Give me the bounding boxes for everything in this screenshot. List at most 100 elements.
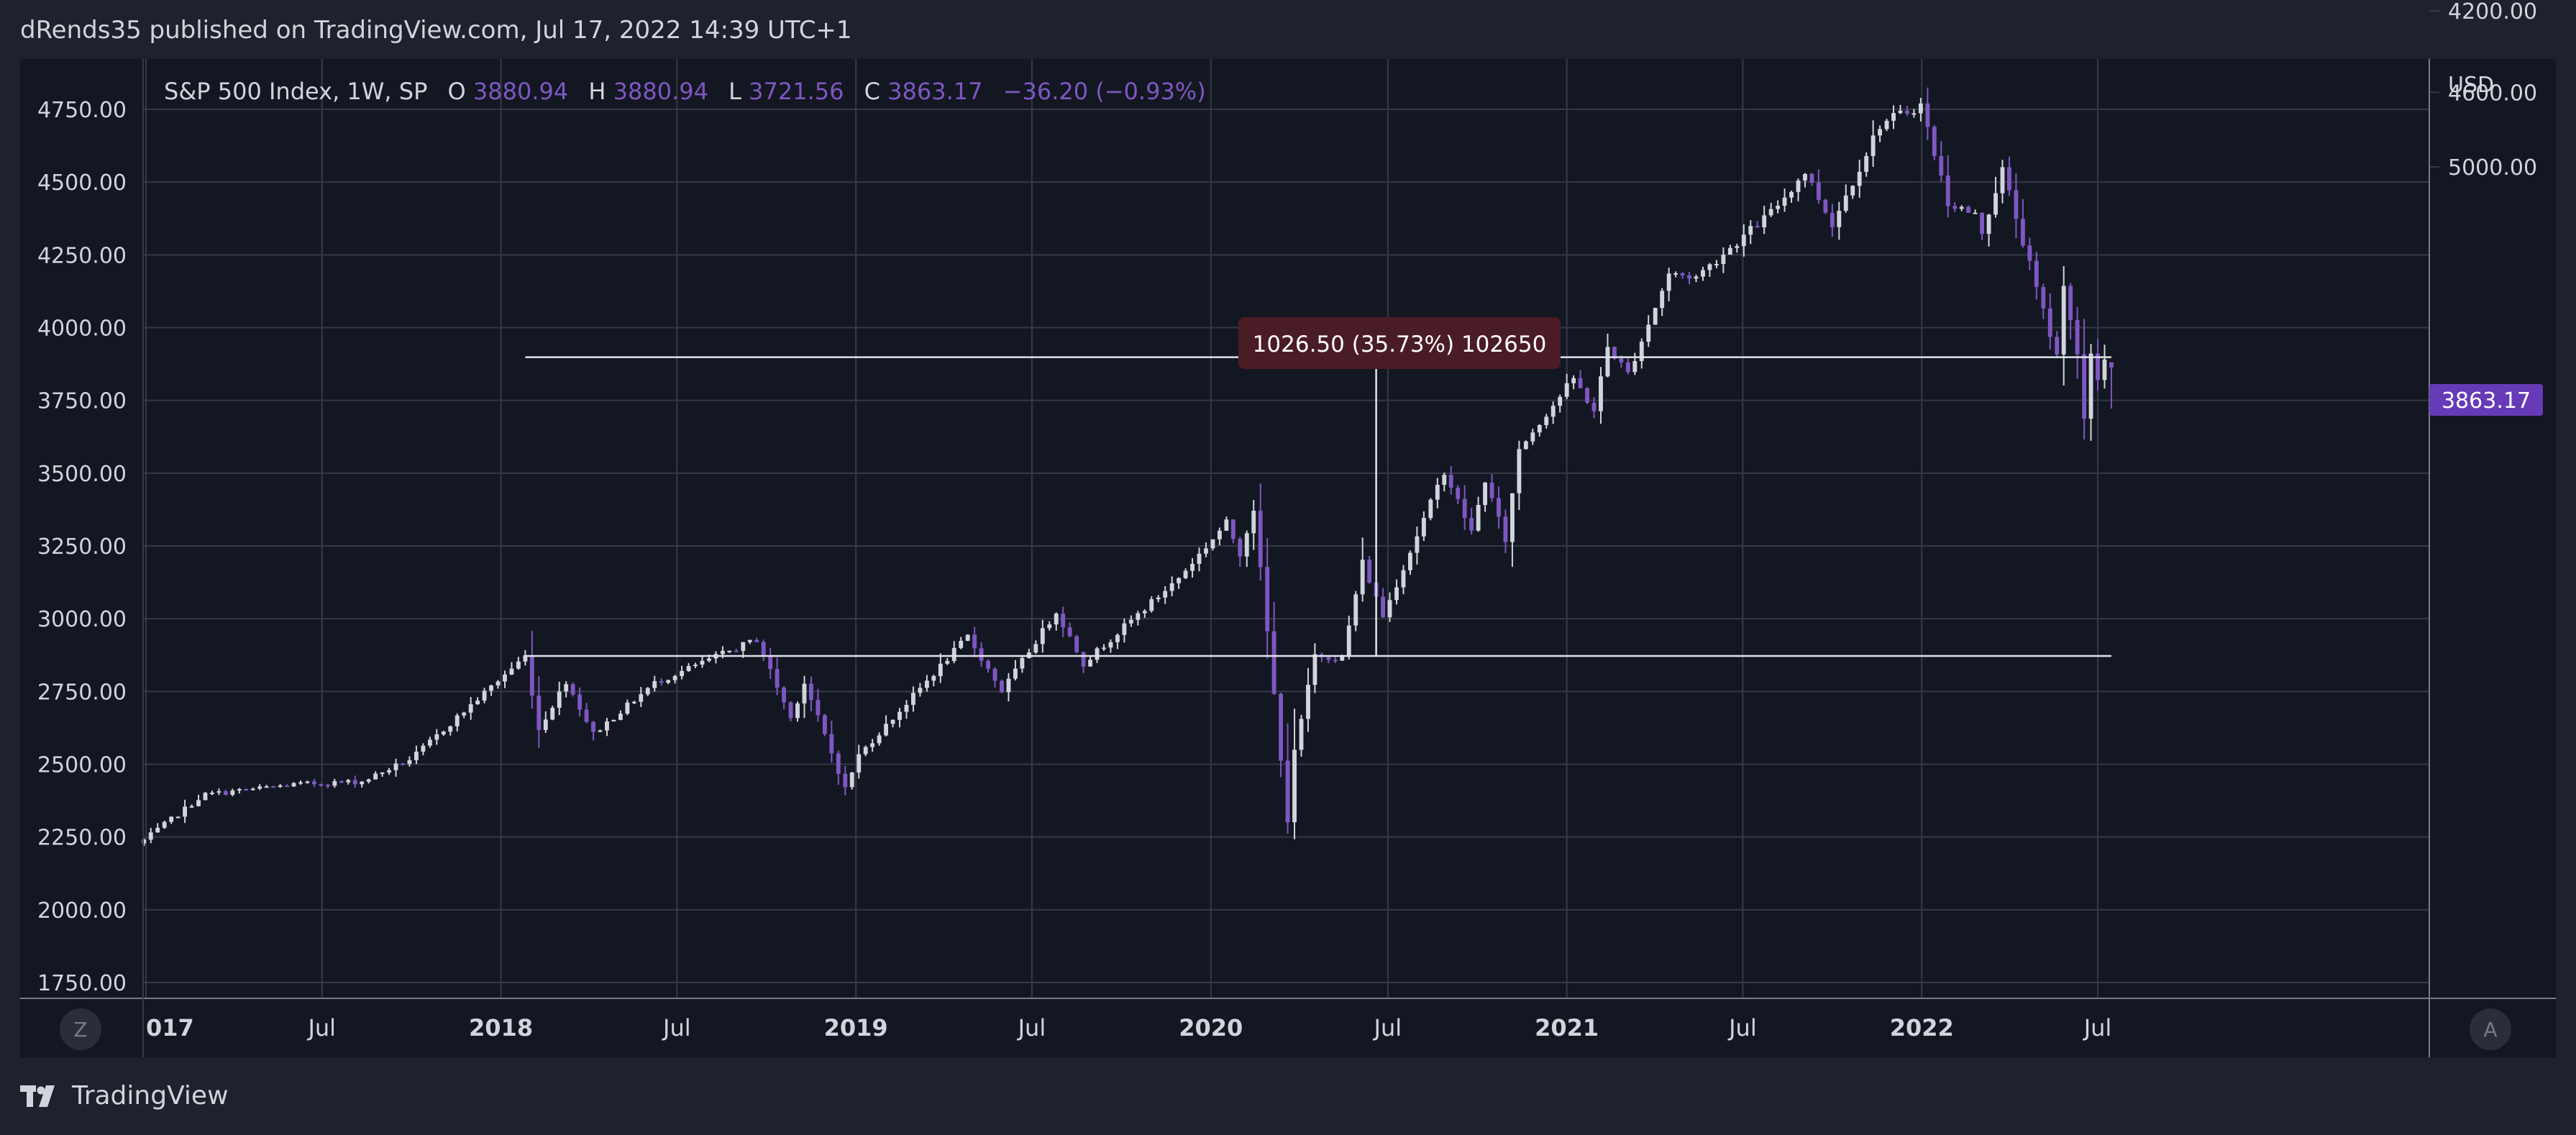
- candle-body: [1265, 567, 1270, 632]
- candle: [1694, 274, 1699, 283]
- candle: [1040, 619, 1045, 653]
- candle: [1244, 530, 1249, 568]
- candle: [2047, 293, 2052, 350]
- candle-body: [631, 701, 636, 703]
- candle: [884, 715, 889, 737]
- candle-body: [2027, 245, 2032, 261]
- candle-body: [1346, 625, 1351, 657]
- candle: [175, 816, 181, 819]
- candle-body: [1843, 195, 1848, 211]
- candle-body: [849, 772, 854, 788]
- candle-body: [489, 685, 493, 691]
- candle: [1952, 202, 1958, 212]
- candle-body: [1673, 273, 1678, 275]
- candle: [401, 762, 405, 766]
- candle-body: [734, 650, 739, 652]
- candle: [1333, 656, 1338, 664]
- candle-body: [1497, 498, 1501, 517]
- candle-body: [312, 781, 316, 785]
- candle-body: [1735, 246, 1740, 248]
- candle: [332, 778, 337, 788]
- candle-body: [271, 786, 276, 788]
- candle-body: [1122, 623, 1127, 635]
- candle: [2068, 283, 2073, 340]
- candle: [965, 634, 970, 642]
- candle-body: [1000, 680, 1004, 693]
- candle-body: [1599, 376, 1603, 411]
- candle-body: [1687, 275, 1691, 279]
- x-tick-label: Jul: [2083, 1014, 2112, 1041]
- candle-body: [1469, 518, 1474, 531]
- candle: [1128, 615, 1133, 627]
- candle-body: [332, 781, 337, 786]
- left-tick-label: 3750.00: [37, 389, 127, 414]
- candle-body: [1558, 396, 1563, 406]
- legend-high-value: 3880.94: [613, 78, 708, 105]
- candle-body: [775, 669, 780, 688]
- candle-body: [2061, 286, 2066, 355]
- left-tick-label: 2500.00: [37, 753, 127, 778]
- candle: [652, 675, 657, 692]
- x-tick-label: Jul: [306, 1014, 336, 1041]
- candle-body: [1381, 596, 1386, 618]
- measure-label-box: [1238, 317, 1561, 369]
- tradingview-logo[interactable]: TradingView: [20, 1081, 229, 1111]
- candle: [1456, 485, 1461, 504]
- candle-body: [1782, 197, 1787, 206]
- candle-body: [659, 680, 664, 683]
- candle-body: [2082, 354, 2087, 419]
- candle: [1421, 511, 1426, 542]
- candle-body: [992, 668, 997, 681]
- candle: [1149, 596, 1154, 613]
- candle-body: [203, 793, 208, 801]
- candle: [189, 804, 194, 808]
- candle-body: [393, 763, 398, 770]
- candle: [1673, 271, 1678, 278]
- candle-body: [1959, 206, 1964, 209]
- candle-body: [863, 747, 868, 755]
- auto-scale-button[interactable]: A: [2470, 1008, 2511, 1050]
- candle-body: [1387, 600, 1392, 618]
- candle-body: [898, 711, 902, 720]
- candle: [945, 657, 950, 665]
- candle: [196, 794, 201, 807]
- candle-body: [591, 721, 595, 732]
- candle: [1959, 205, 1964, 211]
- left-tick-label: 4500.00: [37, 170, 127, 196]
- candle-body: [2055, 337, 2060, 355]
- candle-body: [1898, 110, 1903, 114]
- candle: [672, 675, 677, 684]
- candle-body: [645, 688, 650, 695]
- candle: [666, 679, 671, 685]
- candle: [605, 718, 609, 737]
- candle-body: [890, 719, 895, 724]
- candle: [577, 687, 583, 717]
- candle: [1102, 644, 1106, 651]
- candle: [1986, 214, 1991, 247]
- candle-body: [495, 681, 501, 685]
- candle-body: [1251, 511, 1256, 534]
- candle-body: [1878, 129, 1883, 136]
- candle-body: [1224, 519, 1229, 531]
- zoom-button[interactable]: Z: [60, 1008, 101, 1050]
- candle-body: [278, 785, 283, 788]
- candle: [210, 790, 214, 796]
- candle-body: [1973, 212, 1978, 214]
- candle: [1884, 119, 1889, 132]
- candle-body: [741, 642, 746, 651]
- candle: [203, 791, 208, 801]
- candle: [1585, 387, 1589, 404]
- candle-body: [183, 806, 188, 817]
- candle-body: [2014, 190, 2019, 219]
- candle: [1714, 260, 1719, 268]
- candle: [155, 823, 160, 833]
- left-tick-label: 3500.00: [37, 462, 127, 487]
- candle: [1973, 209, 1978, 214]
- left-tick-label: 3250.00: [37, 534, 127, 560]
- candle-body: [911, 693, 915, 705]
- candle: [1476, 496, 1481, 532]
- candle-body: [516, 661, 521, 669]
- candle: [645, 687, 650, 696]
- candle: [1435, 478, 1440, 509]
